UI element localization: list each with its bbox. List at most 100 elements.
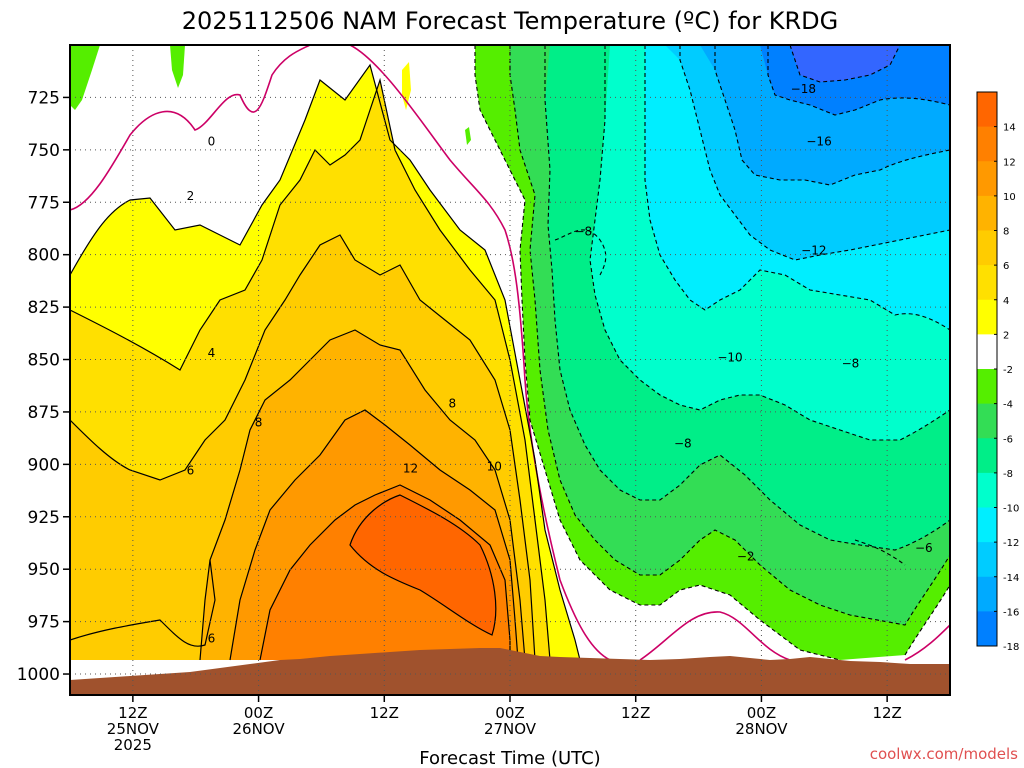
colorbar-swatch bbox=[977, 611, 997, 647]
colorbar-label: -6 bbox=[1003, 434, 1013, 445]
contour-14 bbox=[349, 494, 497, 636]
x-tick-label: 00Z bbox=[747, 704, 776, 722]
contour-label: 2 bbox=[187, 189, 195, 203]
y-tick-label: 750 bbox=[28, 141, 60, 161]
y-tick-label: 775 bbox=[28, 193, 60, 213]
fill-patch-left-2 bbox=[170, 45, 185, 88]
contour-labels: 0 2 4 6 8 8 12 10 6 −8 −18 −16 −12 −10 −8 −8 −6 −2 bbox=[187, 82, 933, 645]
contour-label: −18 bbox=[791, 82, 816, 96]
y-tick-label: 925 bbox=[28, 508, 60, 528]
zero-isotherm-lines bbox=[70, 45, 950, 661]
colorbar-swatch bbox=[977, 542, 997, 578]
x-tick-label: 28NOV bbox=[735, 720, 788, 738]
colorbar-label: -4 bbox=[1003, 400, 1013, 411]
x-tick-label: 25NOV bbox=[107, 720, 160, 738]
colorbar-label: 12 bbox=[1003, 157, 1016, 168]
y-tick-label: 900 bbox=[28, 455, 60, 475]
contour-8 bbox=[199, 329, 526, 661]
contour-label: −6 bbox=[915, 541, 933, 555]
x-tick-label: 12Z bbox=[872, 704, 901, 722]
x-tick-label: 26NOV bbox=[233, 720, 286, 738]
contour-label: 4 bbox=[208, 346, 216, 360]
x-axis-label: Forecast Time (UTC) bbox=[419, 748, 600, 768]
colorbar-swatch bbox=[977, 92, 997, 128]
fill-band-14 bbox=[350, 495, 496, 635]
colorbar-swatch bbox=[977, 299, 997, 335]
y-axis: 725 750 775 800 825 850 875 900 925 950 975 1000 bbox=[17, 88, 70, 685]
contour-0-right bbox=[639, 611, 950, 661]
y-tick-label: 975 bbox=[28, 613, 60, 633]
plot-area: 0 2 4 6 8 8 12 10 6 −8 −18 −16 −12 −10 −8 −8 −6 −2 bbox=[70, 45, 950, 695]
terrain-ground bbox=[70, 648, 950, 695]
y-tick-label: 800 bbox=[28, 246, 60, 266]
colorbar-swatch bbox=[977, 161, 997, 197]
contour-m6 bbox=[544, 45, 950, 551]
contour-label: −8 bbox=[574, 225, 592, 239]
colorbar-label: -18 bbox=[1003, 642, 1019, 653]
colorbar-swatch bbox=[977, 369, 997, 405]
contour-6 bbox=[70, 234, 536, 661]
colorbar-label: -14 bbox=[1003, 573, 1019, 584]
colorbar-swatch bbox=[977, 403, 997, 439]
contour-label: −8 bbox=[674, 436, 692, 450]
contour-m14 bbox=[714, 45, 950, 186]
colorbar-label: -2 bbox=[1003, 365, 1013, 376]
contour-label: −16 bbox=[806, 134, 831, 148]
contour-label: 10 bbox=[487, 459, 502, 473]
colorbar-swatch bbox=[977, 334, 997, 370]
contour-label: −8 bbox=[842, 357, 860, 371]
y-tick-label: 875 bbox=[28, 403, 60, 423]
contour-label: 6 bbox=[208, 631, 216, 645]
colorbar: 14 12 10 8 6 4 2 -2 -4 -6 -8 -10 -12 -14 -16 -18 bbox=[976, 91, 1019, 653]
contour-2 bbox=[70, 63, 581, 661]
fill-patch-left-4 bbox=[465, 127, 471, 145]
colorbar-swatch bbox=[977, 438, 997, 474]
contour-4 bbox=[70, 77, 551, 661]
colorbar-label: -16 bbox=[1003, 607, 1019, 618]
colorbar-swatch bbox=[977, 576, 997, 612]
warm-contour-lines bbox=[70, 63, 581, 661]
colorbar-label: -12 bbox=[1003, 538, 1019, 549]
y-tick-label: 725 bbox=[28, 88, 60, 108]
colorbar-label: 4 bbox=[1003, 296, 1009, 307]
contour-m8 bbox=[589, 45, 950, 441]
colorbar-swatch bbox=[977, 472, 997, 508]
contour-0-upper bbox=[70, 45, 311, 211]
colorbar-label: 10 bbox=[1003, 192, 1016, 203]
x-tick-label: 00Z bbox=[495, 704, 524, 722]
x-tick-label: 12Z bbox=[118, 704, 147, 722]
contour-10 bbox=[229, 409, 519, 661]
contour-m18 bbox=[789, 45, 901, 83]
contour-0-lower bbox=[349, 45, 611, 661]
cold-contour-lines bbox=[474, 45, 950, 661]
contour-label: −2 bbox=[737, 550, 755, 564]
contour-m6-right bbox=[854, 539, 906, 566]
y-tick-label: 825 bbox=[28, 298, 60, 318]
contour-m12 bbox=[679, 45, 950, 261]
contour-m10 bbox=[644, 45, 950, 331]
fill-band-m18 bbox=[790, 45, 900, 82]
x-tick-label: 12Z bbox=[621, 704, 650, 722]
y-tick-label: 850 bbox=[28, 351, 60, 371]
colorbar-swatch bbox=[977, 195, 997, 231]
colorbar-swatch bbox=[977, 230, 997, 266]
fill-patch-left-1 bbox=[70, 45, 100, 110]
contour-label: 8 bbox=[449, 397, 457, 411]
x-tick-label: 12Z bbox=[370, 704, 399, 722]
colorbar-swatch bbox=[977, 126, 997, 162]
colorbar-label: 14 bbox=[1003, 123, 1016, 134]
contour-label: −10 bbox=[717, 350, 742, 364]
grid-lines bbox=[70, 45, 950, 695]
colorbar-swatch bbox=[977, 265, 997, 301]
colorbar-label: -10 bbox=[1003, 504, 1019, 515]
colorbar-label: 8 bbox=[1003, 227, 1009, 238]
contour-6-lower bbox=[70, 559, 216, 647]
contour-label: 0 bbox=[208, 134, 216, 148]
watermark: coolwx.com/models bbox=[870, 745, 1018, 763]
contour-m16 bbox=[767, 45, 950, 116]
contour-12 bbox=[259, 484, 511, 661]
colorbar-label: 6 bbox=[1003, 261, 1009, 272]
colorbar-label: -8 bbox=[1003, 469, 1013, 480]
contour-m8-left bbox=[554, 229, 607, 276]
